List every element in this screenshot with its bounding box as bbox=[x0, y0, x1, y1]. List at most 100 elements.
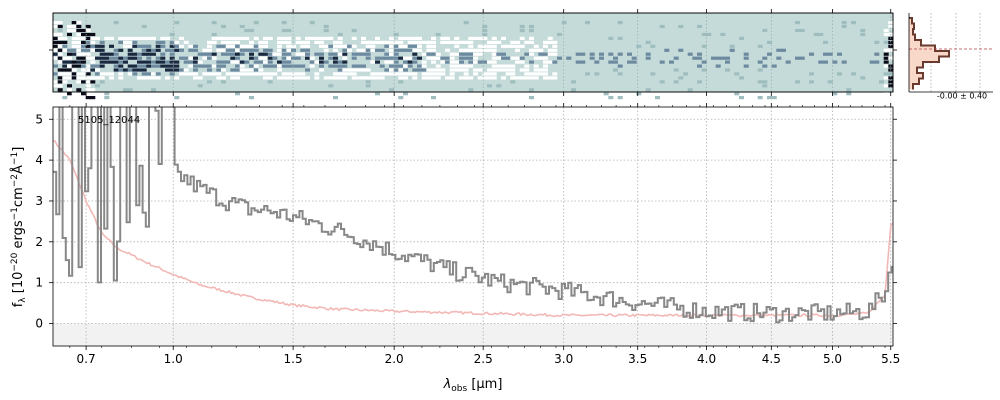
twod-pixel bbox=[90, 60, 96, 64]
twod-pixel bbox=[529, 52, 534, 56]
twod-pixel bbox=[552, 60, 558, 64]
twod-pixel bbox=[365, 40, 371, 44]
inset-stat-label: -0.00 ± 0.40 bbox=[937, 92, 987, 101]
twod-pixel bbox=[53, 64, 58, 68]
twod-pixel bbox=[314, 76, 320, 80]
twod-pixel bbox=[701, 60, 707, 64]
twod-pixel bbox=[389, 52, 394, 56]
twod-pixel bbox=[851, 21, 856, 25]
twod-pixel bbox=[487, 48, 492, 52]
twod-pixel bbox=[314, 40, 320, 44]
twod-pixel bbox=[883, 28, 889, 33]
twod-pixel bbox=[720, 56, 726, 60]
twod-pixel bbox=[762, 80, 768, 84]
twod-pixel bbox=[515, 44, 520, 48]
twod-pixel bbox=[160, 56, 166, 60]
twod-pixel bbox=[412, 52, 418, 56]
twod-pixel bbox=[827, 52, 833, 56]
twod-pixel bbox=[496, 64, 502, 68]
twod-pixel bbox=[533, 44, 539, 48]
twod-pixel bbox=[739, 36, 744, 40]
twod-pixel bbox=[510, 40, 516, 44]
twod-pixel bbox=[431, 60, 436, 64]
twod-pixel bbox=[473, 60, 478, 64]
twod-pixel bbox=[95, 36, 100, 40]
twod-pixel bbox=[123, 44, 128, 48]
twod-pixel bbox=[477, 48, 483, 52]
twod-pixel bbox=[193, 72, 198, 76]
twod-pixel bbox=[277, 36, 282, 40]
twod-pixel bbox=[533, 64, 539, 68]
twod-pixel bbox=[333, 72, 338, 76]
twod-pixel bbox=[398, 36, 404, 40]
twod-pixel bbox=[90, 96, 96, 100]
twod-pixel bbox=[235, 68, 240, 72]
twod-pixel bbox=[356, 68, 362, 72]
twod-pixel bbox=[179, 48, 184, 52]
twod-pixel bbox=[435, 72, 441, 76]
twod-pixel bbox=[519, 56, 525, 60]
twod-pixel bbox=[67, 76, 72, 80]
twod-pixel bbox=[253, 72, 259, 76]
twod-pixel bbox=[207, 64, 212, 68]
twod-pixel bbox=[463, 21, 469, 25]
twod-pixel bbox=[659, 60, 665, 64]
twod-pixel bbox=[529, 40, 534, 44]
twod-pixel bbox=[393, 32, 399, 37]
twod-pixel bbox=[319, 60, 324, 64]
twod-pixel bbox=[496, 84, 502, 88]
twod-pixel bbox=[459, 52, 464, 56]
twod-pixel bbox=[146, 60, 152, 64]
twod-pixel bbox=[435, 56, 441, 60]
twod-pixel bbox=[543, 72, 548, 76]
twod-pixel bbox=[57, 84, 63, 88]
twod-pixel bbox=[132, 64, 138, 68]
twod-pixel bbox=[263, 64, 268, 68]
twod-pixel bbox=[127, 36, 133, 40]
twod-pixel bbox=[104, 92, 110, 96]
twod-pixel bbox=[151, 72, 156, 76]
twod-pixel bbox=[809, 80, 814, 84]
y-tick-label: 5 bbox=[35, 112, 43, 126]
twod-pixel bbox=[267, 36, 273, 40]
twod-pixel bbox=[328, 56, 334, 60]
twod-pixel bbox=[384, 68, 390, 72]
twod-pixel bbox=[547, 36, 553, 40]
twod-pixel bbox=[76, 52, 82, 56]
twod-pixel bbox=[57, 60, 63, 64]
twod-pixel bbox=[449, 52, 455, 56]
twod-pixel bbox=[272, 52, 278, 56]
twod-pixel bbox=[524, 40, 530, 44]
twod-pixel bbox=[617, 21, 623, 25]
twod-pixel bbox=[305, 48, 310, 52]
twod-pixel bbox=[253, 44, 259, 48]
twod-pixel bbox=[85, 40, 91, 44]
twod-pixel bbox=[487, 68, 492, 72]
twod-pixel bbox=[221, 24, 226, 29]
twod-pixel bbox=[244, 44, 250, 48]
twod-pixel bbox=[529, 76, 534, 80]
twod-pixel bbox=[85, 76, 91, 80]
twod-pixel bbox=[351, 72, 357, 76]
twod-pixel bbox=[431, 44, 436, 48]
twod-pixel bbox=[239, 36, 245, 40]
twod-pixel bbox=[529, 96, 534, 100]
twod-pixel bbox=[389, 60, 394, 64]
twod-pixel bbox=[113, 64, 119, 68]
twod-pixel bbox=[230, 36, 236, 40]
twod-pixel bbox=[90, 76, 96, 80]
twod-pixel bbox=[491, 60, 497, 64]
twod-pixel bbox=[417, 36, 422, 40]
twod-pixel bbox=[85, 92, 91, 96]
twod-pixel bbox=[435, 32, 441, 37]
twod-pixel bbox=[328, 76, 334, 80]
twod-pixel bbox=[207, 56, 212, 60]
twod-pixel bbox=[543, 64, 548, 68]
twod-pixel bbox=[370, 44, 376, 48]
twod-pixel bbox=[426, 68, 432, 72]
x-tick-label: 4.0 bbox=[697, 352, 716, 366]
twod-pixel bbox=[412, 44, 418, 48]
twod-pixel bbox=[95, 56, 100, 60]
twod-pixel bbox=[417, 44, 422, 48]
twod-pixel bbox=[281, 64, 287, 68]
